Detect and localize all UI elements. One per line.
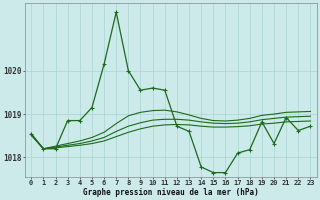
X-axis label: Graphe pression niveau de la mer (hPa): Graphe pression niveau de la mer (hPa) xyxy=(83,188,259,197)
